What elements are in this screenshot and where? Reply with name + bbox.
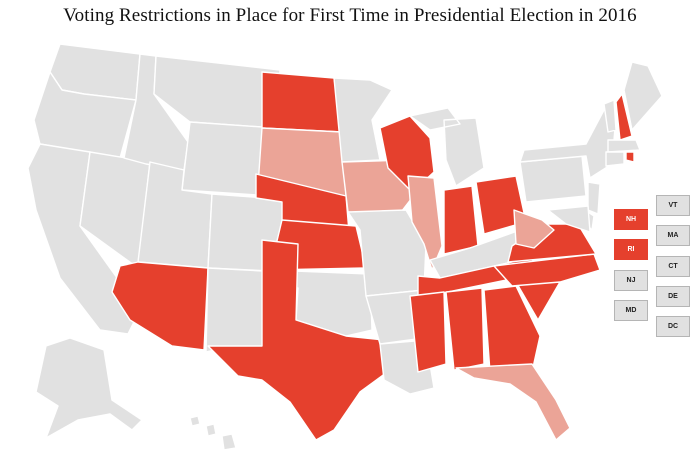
state-minnesota [333, 77, 393, 163]
state-massachusetts [607, 139, 641, 153]
state-mississippi [409, 291, 447, 373]
state-pennsylvania [519, 155, 587, 203]
state-box-de: DE [656, 286, 690, 307]
state-box-vt: VT [656, 195, 690, 216]
map-title: Voting Restrictions in Place for First T… [63, 5, 637, 26]
state-connecticut [605, 151, 625, 167]
state-new-hampshire [615, 93, 633, 141]
state-indiana [443, 185, 479, 255]
state-georgia [483, 285, 541, 373]
state-box-dc: DC [656, 316, 690, 337]
state-box-nh: NH [614, 209, 648, 230]
state-vermont [603, 99, 617, 133]
state-maine [623, 61, 663, 131]
state-north-dakota [261, 71, 343, 133]
state-rhode-island [625, 151, 635, 163]
state-montana [153, 55, 281, 129]
state-alaska [35, 337, 143, 439]
state-arizona [111, 261, 209, 351]
state-florida [455, 363, 571, 441]
state-hawaii [189, 415, 237, 451]
state-oregon [33, 71, 137, 159]
state-new-jersey [587, 181, 601, 215]
state-box-ct: CT [656, 256, 690, 277]
state-alabama [445, 287, 485, 371]
state-west-virginia [513, 209, 555, 249]
state-michigan [409, 107, 485, 187]
state-texas [207, 239, 391, 441]
state-box-nj: NJ [614, 270, 648, 291]
state-box-ri: RI [614, 239, 648, 260]
state-maryland [547, 205, 591, 233]
state-box-ma: MA [656, 225, 690, 246]
state-illinois [407, 175, 443, 271]
state-box-md: MD [614, 300, 648, 321]
